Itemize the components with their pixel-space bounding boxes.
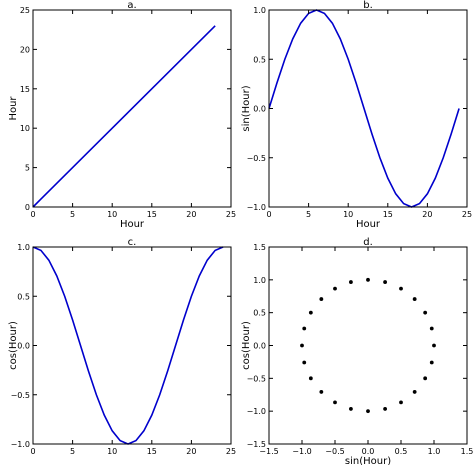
- x-tick-label: 15: [383, 210, 393, 219]
- panel-a: 0 5 10 15 20 25 0 5 10 15 20 25 a. Hour Hour: [8, 0, 236, 230]
- x-tick-label: 25: [226, 447, 236, 456]
- data-point: [412, 297, 417, 301]
- x-axis-label: Hour: [120, 219, 145, 230]
- x-tick-label: 20: [186, 447, 196, 456]
- data-point: [383, 407, 387, 411]
- data-point: [349, 280, 353, 284]
- series-line: [268, 9, 460, 208]
- data-point: [308, 310, 313, 315]
- data-point: [366, 409, 370, 414]
- y-tick-label: −0.5: [11, 391, 30, 400]
- x-tick-label: 5: [70, 210, 75, 219]
- data-point: [432, 343, 436, 348]
- y-tick-label: −1.0: [11, 440, 30, 449]
- y-tick-label: 25: [20, 6, 30, 15]
- panel-c: 0 5 10 15 20 25 −1.0 −0.5 0.0 0.5 1.0 c. cos(Hour): [8, 237, 236, 456]
- x-tick-label: 0.0: [362, 447, 375, 456]
- data-point: [319, 390, 324, 394]
- y-tick-label: 0.5: [253, 309, 266, 318]
- y-tick-label: −1.0: [247, 203, 266, 212]
- y-tick-label: 15: [20, 85, 30, 94]
- x-axis-label: sin(Hour): [345, 456, 391, 465]
- x-tick-label: 10: [343, 210, 353, 219]
- y-tick-label: 1.5: [253, 243, 266, 252]
- y-tick-label: −0.5: [247, 374, 266, 383]
- x-tick-label: −1.5: [259, 447, 278, 456]
- x-axis-label: Hour: [356, 219, 381, 230]
- data-point: [412, 390, 417, 394]
- data-point: [429, 360, 434, 365]
- y-tick-label: 0: [25, 203, 30, 212]
- x-tick-label: 0: [30, 447, 35, 456]
- y-tick-label: 5: [25, 164, 30, 173]
- data-point: [300, 343, 304, 348]
- y-tick-label: 1.0: [253, 6, 266, 15]
- y-tick-label: 0.5: [17, 292, 30, 301]
- x-tick-label: 20: [186, 210, 196, 219]
- x-tick-label: −1.0: [292, 447, 311, 456]
- y-tick-label: 0.0: [253, 105, 266, 114]
- data-point: [319, 297, 324, 301]
- panel-title: b.: [363, 0, 373, 11]
- y-tick-label: 10: [20, 124, 30, 133]
- data-point: [333, 400, 337, 405]
- data-point: [349, 407, 353, 411]
- x-tick-label: 20: [422, 210, 432, 219]
- y-axis-label: cos(Hour): [8, 321, 19, 370]
- y-tick-label: 0.5: [253, 55, 266, 64]
- y-tick-label: 1.0: [17, 243, 30, 252]
- data-point: [383, 280, 387, 284]
- y-axis-label: sin(Hour): [241, 85, 252, 131]
- x-tick-label: 10: [107, 210, 117, 219]
- x-tick-label: 15: [147, 447, 157, 456]
- y-tick-label: 1.0: [253, 276, 266, 285]
- panel-b: 0 5 10 15 20 25 −1.0 −0.5 0.0 0.5 1.0 b. Hour sin(Hou…: [241, 0, 472, 230]
- x-tick-label: 10: [107, 447, 117, 456]
- data-point: [399, 286, 403, 291]
- y-tick-label: 20: [20, 45, 30, 54]
- panel-title: c.: [128, 237, 137, 248]
- y-tick-label: 0.0: [17, 342, 30, 351]
- data-point: [423, 376, 428, 381]
- y-tick-label: 0.0: [253, 342, 266, 351]
- x-tick-label: 15: [147, 210, 157, 219]
- x-tick-label: 1.5: [461, 447, 474, 456]
- y-tick-label: −1.0: [247, 407, 266, 416]
- x-tick-label: 0.5: [395, 447, 408, 456]
- axes-frame: [32, 246, 232, 445]
- data-point: [429, 326, 434, 331]
- y-axis-label: cos(Hour): [241, 321, 252, 370]
- x-tick-label: −0.5: [325, 447, 344, 456]
- x-tick-label: 5: [70, 447, 75, 456]
- axes-frame: [268, 9, 468, 208]
- panel-title: d.: [363, 237, 373, 248]
- x-tick-label: 1.0: [428, 447, 441, 456]
- series-line: [32, 246, 224, 445]
- data-point: [308, 376, 313, 381]
- data-point: [366, 277, 370, 282]
- x-tick-label: 0: [30, 210, 35, 219]
- x-tick-label: 25: [462, 210, 472, 219]
- panel-d: −1.5 −1.0 −0.5 0.0 0.5 1.0 1.5 −1.5 −1.0 −0.5 0.0 0…: [241, 237, 473, 465]
- y-tick-label: −1.5: [247, 440, 266, 449]
- axes-frame: [268, 246, 468, 445]
- data-point: [302, 326, 307, 331]
- data-point: [423, 310, 428, 315]
- axes-frame: [32, 9, 232, 208]
- x-tick-label: 5: [306, 210, 311, 219]
- y-axis-label: Hour: [8, 96, 19, 121]
- x-tick-label: 25: [226, 210, 236, 219]
- series-line: [32, 25, 216, 208]
- data-point: [333, 286, 337, 291]
- y-tick-label: −0.5: [247, 154, 266, 163]
- x-tick-label: 0: [266, 210, 271, 219]
- panel-title: a.: [127, 0, 136, 11]
- data-point: [302, 360, 307, 365]
- data-point: [399, 400, 403, 405]
